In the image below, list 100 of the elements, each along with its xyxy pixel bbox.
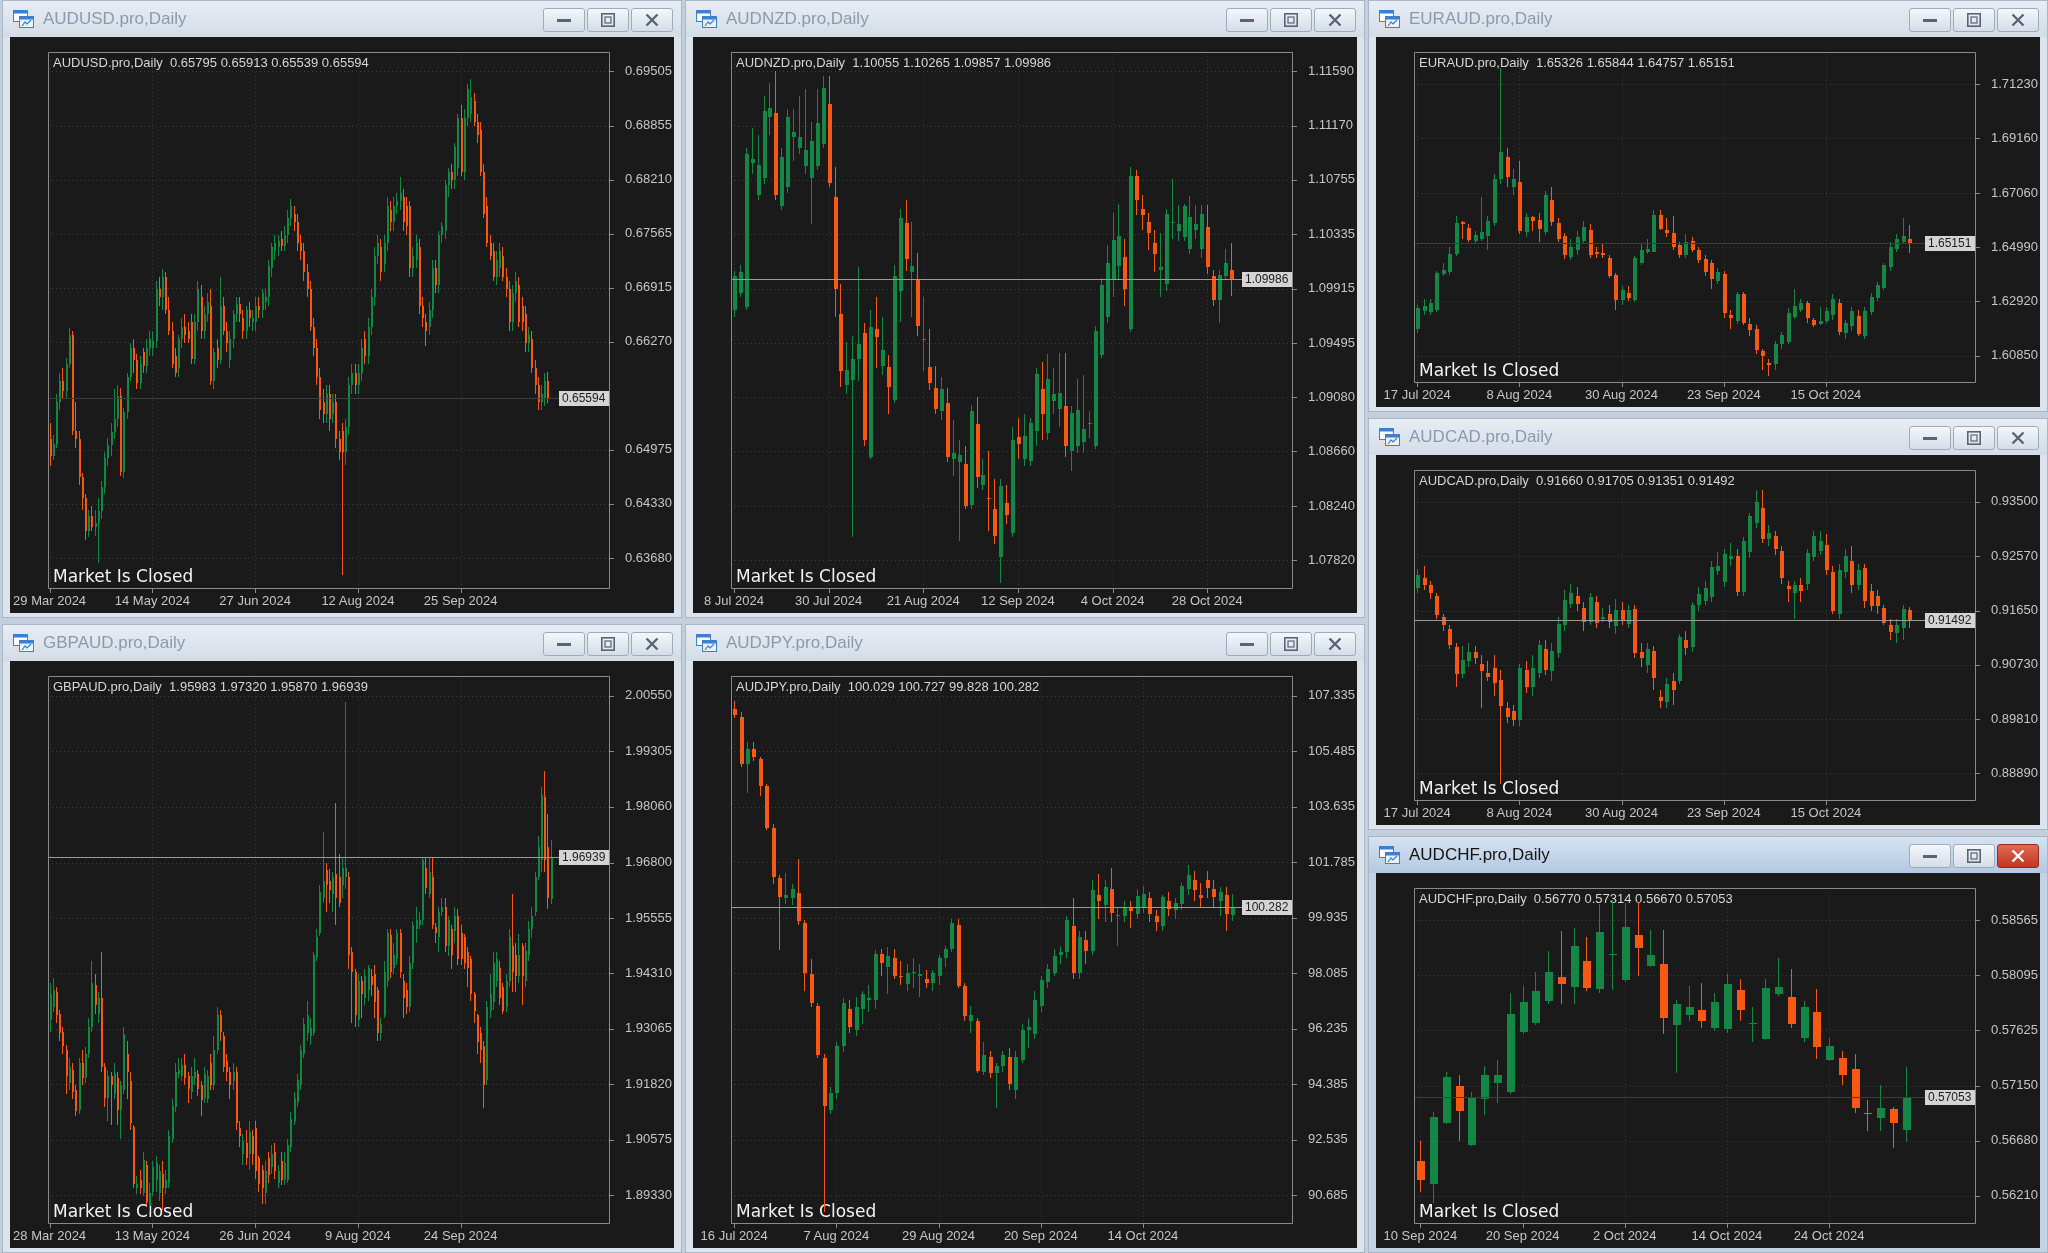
x-tick-label: 17 Jul 2024 (1383, 805, 1451, 821)
candlestick (1116, 907, 1120, 946)
y-tick-label: 0.91650 (1991, 602, 2038, 618)
ref-line-label: 0.65594 (562, 391, 606, 406)
y-tick-label: 1.11170 (1308, 117, 1354, 133)
x-tick-label: 16 Jul 2024 (700, 1228, 768, 1244)
x-tick-label: 14 May 2024 (114, 593, 190, 609)
annotation: Market Is Closed (53, 565, 194, 586)
y-tick-label: 105.485 (1308, 742, 1355, 758)
x-tick-label: 4 Oct 2024 (1080, 593, 1145, 609)
candlestick (958, 440, 962, 541)
y-tick-label: 0.89810 (1991, 710, 2038, 726)
ref-line-label: 1.96939 (562, 850, 606, 865)
y-tick-label: 1.08240 (1308, 497, 1355, 513)
chart-title: AUDCHF.pro,Daily (1409, 845, 1550, 865)
candlestick (784, 873, 788, 904)
y-tick-label: 0.58095 (1991, 966, 2038, 982)
y-tick-label: 1.11590 (1308, 62, 1355, 78)
candlestick (910, 222, 914, 317)
x-tick-label: 20 Sep 2024 (1003, 1228, 1078, 1244)
ref-line-label: 1.65151 (1928, 236, 1972, 251)
candlestick (1027, 1018, 1031, 1048)
chart-subtitle: EURAUD.pro,Daily 1.65326 1.65844 1.64757 1.65151 (1419, 54, 1735, 70)
y-tick-label: 1.09080 (1308, 388, 1355, 404)
x-tick-label: 28 Mar 2024 (13, 1228, 87, 1244)
x-tick-label: 27 Jun 2024 (219, 593, 291, 609)
y-tick-label: 0.68210 (625, 171, 672, 187)
y-tick-label: 1.69160 (1991, 129, 2038, 145)
x-tick-label: 24 Sep 2024 (423, 1228, 498, 1244)
x-tick-label: 10 Sep 2024 (1383, 1228, 1458, 1244)
y-tick-label: 0.69505 (625, 63, 672, 79)
x-tick-label: 30 Jul 2024 (794, 593, 863, 609)
x-tick-label: 23 Sep 2024 (1686, 805, 1761, 821)
y-tick-label: 1.89330 (625, 1186, 672, 1202)
candlestick (751, 128, 755, 174)
y-tick-label: 99.935 (1308, 909, 1348, 925)
y-tick-label: 101.785 (1308, 853, 1355, 869)
y-tick-label: 0.57625 (1991, 1021, 2038, 1037)
y-tick-label: 1.08660 (1308, 443, 1355, 459)
chart-title: AUDUSD.pro,Daily (43, 9, 187, 29)
y-tick-label: 96.235 (1308, 1020, 1348, 1036)
candlestick (1558, 931, 1566, 1004)
candlestick (1159, 233, 1163, 297)
x-tick-label: 30 Aug 2024 (1585, 805, 1659, 821)
y-tick-label: 0.63680 (625, 549, 672, 565)
ref-line-label: 100.282 (1245, 900, 1289, 915)
y-tick-label: 1.71230 (1991, 75, 2038, 91)
y-tick-label: 1.91820 (625, 1075, 672, 1091)
candlestick (1088, 411, 1092, 438)
candlestick (987, 451, 991, 531)
x-tick-label: 29 Aug 2024 (902, 1228, 976, 1244)
x-tick-label: 7 Aug 2024 (803, 1228, 870, 1244)
ref-line-label: 0.57053 (1928, 1090, 1972, 1105)
y-tick-label: 0.67565 (625, 225, 672, 241)
x-tick-label: 28 Oct 2024 (1171, 593, 1243, 609)
x-tick-label: 9 Aug 2024 (325, 1228, 391, 1244)
candlestick (851, 336, 855, 537)
y-tick-label: 1.60850 (1991, 347, 2038, 363)
annotation: Market Is Closed (736, 1200, 877, 1221)
chart-subtitle: AUDCHF.pro,Daily 0.56770 0.57314 0.56670 0.57053 (1419, 890, 1733, 906)
x-tick-label: 2 Oct 2024 (1592, 1228, 1657, 1244)
annotation: Market Is Closed (1419, 1200, 1560, 1221)
x-tick-label: 26 Jun 2024 (219, 1228, 291, 1244)
y-tick-label: 1.96800 (625, 854, 672, 870)
y-tick-label: 0.64330 (625, 495, 672, 511)
y-tick-label: 0.58565 (1991, 911, 2038, 927)
annotation: Market Is Closed (1419, 777, 1560, 798)
y-tick-label: 1.94310 (625, 965, 672, 981)
candlestick (922, 297, 926, 371)
x-tick-label: 21 Aug 2024 (886, 593, 960, 609)
y-tick-label: 1.99305 (625, 742, 672, 758)
candlestick (792, 109, 796, 161)
annotation: Market Is Closed (53, 1200, 194, 1221)
y-tick-label: 0.56210 (1991, 1187, 2038, 1203)
y-tick-label: 1.09495 (1308, 334, 1355, 350)
y-tick-label: 1.62920 (1991, 293, 2038, 309)
y-tick-label: 1.90575 (625, 1131, 672, 1147)
candlestick (1749, 1007, 1757, 1042)
x-tick-label: 20 Sep 2024 (1485, 1228, 1560, 1244)
chart-subtitle: AUDUSD.pro,Daily 0.65795 0.65913 0.65539 0.65594 (53, 54, 369, 70)
chart-subtitle: AUDNZD.pro,Daily 1.10055 1.10265 1.09857 1.09986 (736, 54, 1052, 70)
y-tick-label: 1.10335 (1308, 225, 1355, 241)
annotation: Market Is Closed (736, 565, 877, 586)
y-tick-label: 90.685 (1308, 1186, 1348, 1202)
x-tick-label: 12 Sep 2024 (981, 593, 1055, 609)
chart-title: EURAUD.pro,Daily (1409, 9, 1553, 29)
x-tick-label: 29 Mar 2024 (13, 593, 87, 609)
candlestick (912, 958, 916, 988)
x-tick-label: 23 Sep 2024 (1686, 387, 1761, 403)
y-tick-label: 0.66270 (625, 333, 672, 349)
x-tick-label: 8 Aug 2024 (1486, 805, 1553, 821)
x-tick-label: 12 Aug 2024 (321, 593, 395, 609)
y-tick-label: 0.68855 (625, 117, 672, 133)
candlestick (899, 961, 903, 985)
y-tick-label: 1.07820 (1308, 552, 1355, 568)
y-tick-label: 1.67060 (1991, 184, 2038, 200)
x-tick-label: 15 Oct 2024 (1790, 805, 1862, 821)
x-tick-label: 15 Oct 2024 (1790, 387, 1862, 403)
chart-subtitle: AUDCAD.pro,Daily 0.91660 0.91705 0.91351 0.91492 (1419, 472, 1735, 488)
candlestick (918, 964, 922, 997)
